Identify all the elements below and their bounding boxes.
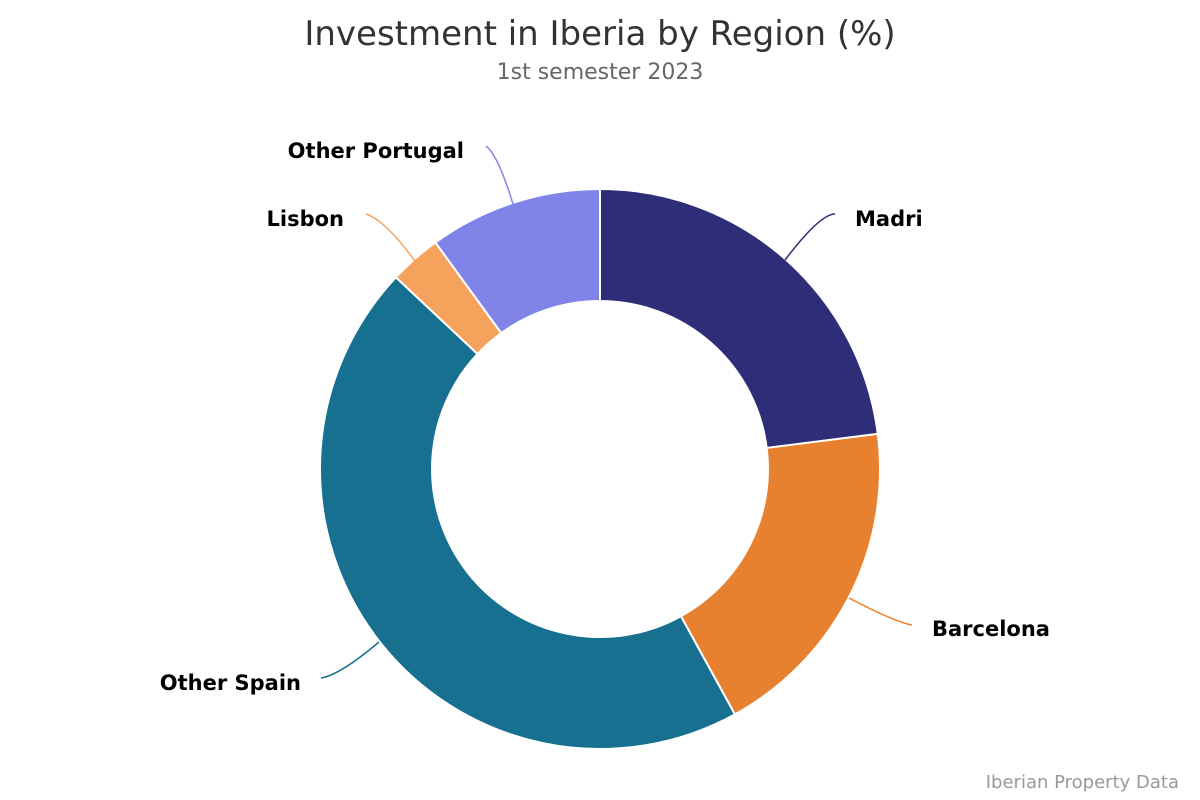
slice-other-portugal[interactable]	[434, 187, 601, 335]
connector-line	[784, 213, 836, 261]
connector-line	[365, 213, 416, 262]
data-label: Other Spain	[160, 671, 301, 695]
data-label: Barcelona	[932, 617, 1050, 641]
connector-line	[320, 641, 380, 679]
data-label: Lisbon	[267, 207, 345, 231]
connector-line	[848, 597, 913, 626]
credits-text[interactable]: Iberian Property Data	[985, 772, 1179, 793]
slice-other-spain[interactable]	[319, 275, 737, 750]
chart-title: Investment in Iberia by Region (%)	[304, 14, 896, 54]
data-label: Other Portugal	[288, 139, 464, 163]
slice-barcelona[interactable]	[679, 432, 881, 716]
connector-line	[485, 145, 514, 205]
chart-subtitle: 1st semester 2023	[496, 60, 704, 85]
data-label: Madri	[855, 207, 923, 231]
slice-madri[interactable]	[599, 187, 879, 450]
